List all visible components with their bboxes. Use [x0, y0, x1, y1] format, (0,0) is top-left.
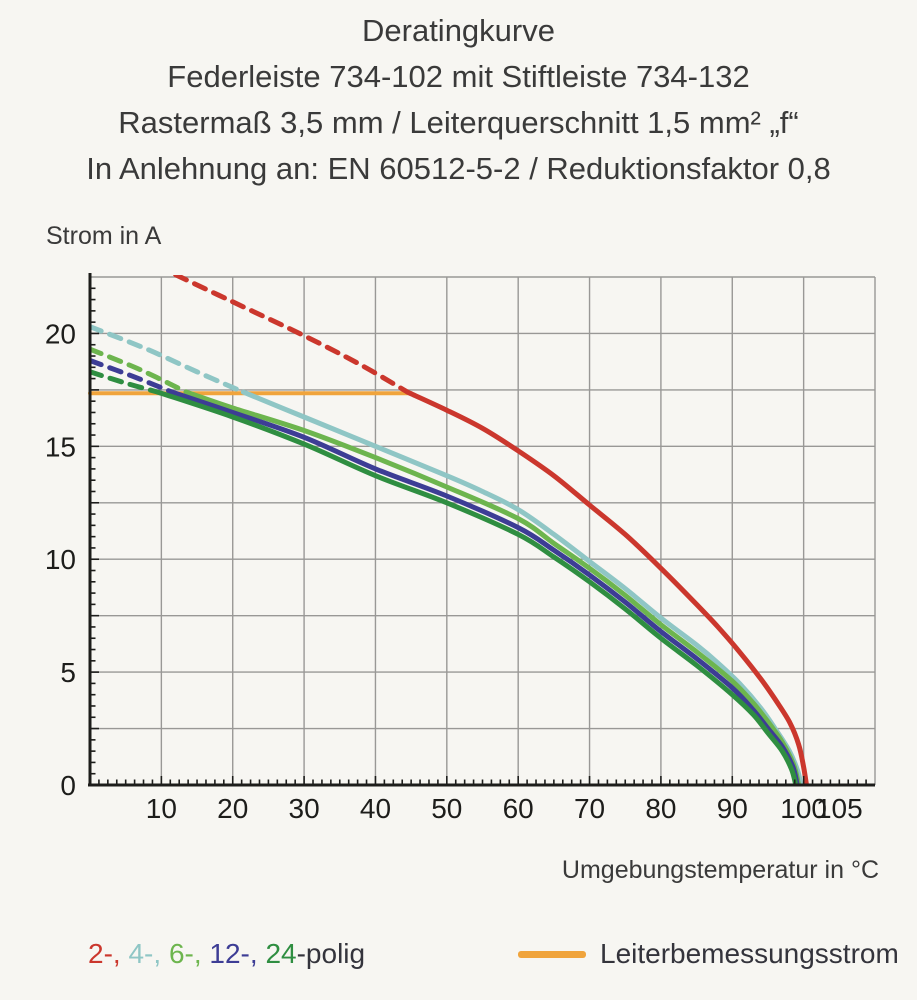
title-block: Deratingkurve Federleiste 734-102 mit St…: [0, 8, 917, 192]
chart-subtitle-spec: Rastermaß 3,5 mm / Leiterquerschnitt 1,5…: [118, 105, 799, 140]
series-2-polig: [173, 275, 809, 786]
y-tick-label: 10: [45, 544, 76, 575]
series-6-polig: [89, 346, 802, 786]
legend-pole-segment: 6-,: [168, 938, 210, 969]
x-tick-label: 30: [289, 793, 320, 824]
legend-rated-current: Leiterbemessungsstrom: [518, 938, 899, 970]
legend-pole-segment: 24: [265, 938, 297, 969]
x-tick-label: 100: [780, 793, 827, 824]
x-tick-label: 20: [217, 793, 248, 824]
series-curves: [89, 275, 809, 786]
series-24-polig: [89, 369, 799, 786]
chart-title: Deratingkurve: [362, 13, 555, 48]
series-12-polig: [89, 358, 800, 786]
chart-subtitle-product: Federleiste 734-102 mit Stiftleiste 734-…: [167, 59, 750, 94]
x-tick-label: 50: [431, 793, 462, 824]
y-tick-label: 15: [45, 431, 76, 462]
y-axis-title: Strom in A: [46, 222, 162, 250]
x-tick-label: 80: [645, 793, 676, 824]
x-tick-label: 70: [574, 793, 605, 824]
axes: [88, 273, 875, 787]
y-tick-label: 20: [45, 318, 76, 349]
x-tick-label: 10: [146, 793, 177, 824]
x-tick-label: 60: [503, 793, 534, 824]
legend-pole-segment: 12-,: [209, 938, 266, 969]
x-tick-label: 90: [717, 793, 748, 824]
x-axis-title: Umgebungstemperatur in °C: [561, 856, 879, 884]
y-tick-label: 5: [60, 657, 76, 688]
rated-current-line-swatch: [518, 950, 586, 958]
legend-pole-segment: 2-,: [88, 938, 129, 969]
x-tick-label: 105: [816, 793, 863, 824]
rated-current-label: Leiterbemessungsstrom: [600, 938, 899, 969]
y-tick-label: 0: [60, 770, 76, 801]
x-tick-label: 40: [360, 793, 391, 824]
minor-ticks: [90, 287, 867, 785]
legend-pole-segment: -polig: [296, 938, 366, 969]
legend-pole-counts: 2-, 4-, 6-, 12-, 24-polig: [88, 938, 365, 970]
chart-subtitle-standard: In Anlehnung an: EN 60512-5-2 / Reduktio…: [86, 151, 831, 186]
legend-pole-segment: 4-,: [128, 938, 169, 969]
